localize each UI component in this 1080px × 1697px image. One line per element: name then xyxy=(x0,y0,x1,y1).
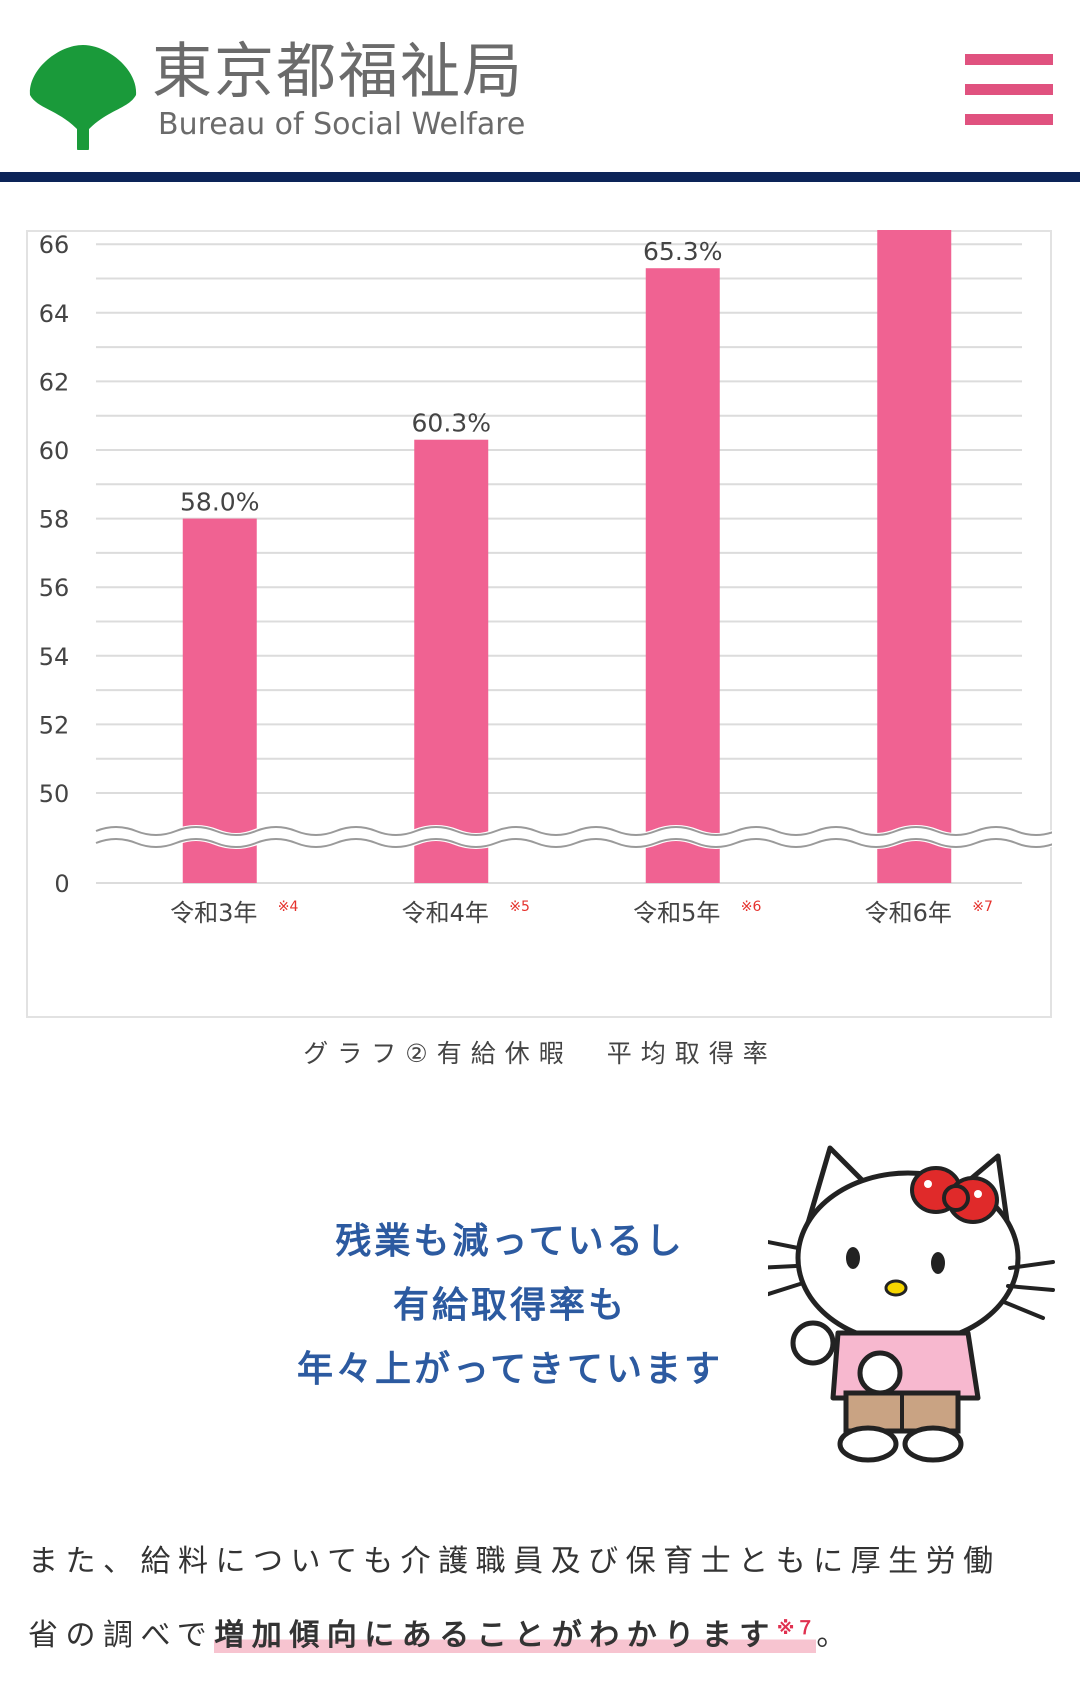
bar xyxy=(182,518,257,883)
x-tick-note: ※5 xyxy=(509,899,530,915)
axis-break-band xyxy=(93,825,1052,849)
logo-title-en[interactable]: Bureau of Social Welfare xyxy=(158,107,526,142)
y-tick-label: 52 xyxy=(39,711,70,739)
body-text-suffix: 。 xyxy=(816,1618,854,1653)
body-text-line: また、給料についても介護職員及び保育士ともに厚生労働 xyxy=(28,1544,1001,1579)
logo-title-jp[interactable]: 東京都福祉局 xyxy=(152,37,524,107)
x-tick-label: 令和6年 xyxy=(865,899,952,927)
site-header: 東京都福祉局 Bureau of Social Welfare xyxy=(0,0,1080,172)
y-tick-label: 50 xyxy=(39,780,70,808)
data-label: 58.0% xyxy=(180,488,259,517)
axis-break-line xyxy=(95,826,1052,836)
y-tick-label: 58 xyxy=(39,506,70,534)
hamburger-menu-icon[interactable] xyxy=(965,50,1053,130)
y-tick-label: 54 xyxy=(39,643,70,671)
bar xyxy=(877,230,952,883)
y-tick-label: 66 xyxy=(39,231,70,259)
body-text-prefix: 省の調べで xyxy=(28,1618,215,1653)
x-tick-note: ※4 xyxy=(278,899,299,915)
speech-text: 残業も減っているし 有給取得率も 年々上がってきています xyxy=(230,1210,790,1402)
y-tick-label: 0 xyxy=(54,870,69,898)
ginkgo-leaf-icon[interactable] xyxy=(28,40,138,150)
bar xyxy=(645,268,720,884)
speech-line: 残業も減っているし xyxy=(335,1221,685,1262)
header-divider xyxy=(0,172,1080,182)
data-label: 65.3% xyxy=(643,237,722,266)
highlighted-text: 増加傾向にあることがわかります※７ xyxy=(214,1618,817,1653)
x-tick-note: ※6 xyxy=(741,899,762,915)
bow-icon xyxy=(910,1166,999,1224)
x-tick-label: 令和5年 xyxy=(633,899,720,927)
axis-break-line xyxy=(95,838,1052,848)
speech-line: 年々上がってきています xyxy=(296,1349,724,1390)
bar xyxy=(414,439,489,883)
highlight-phrase: 増加傾向にあることがわかります xyxy=(214,1618,777,1653)
footnote-mark: ※７ xyxy=(776,1618,817,1639)
x-tick-note: ※7 xyxy=(972,899,993,915)
bar-chart: 50 52 54 56 58 60 62 64 66 0 58.0% 令和3年 ※4 60.3% 令和4年 ※… xyxy=(39,230,1052,927)
speech-line: 有給取得率も xyxy=(392,1285,627,1326)
y-tick-label: 62 xyxy=(39,368,70,396)
hello-kitty-illustration xyxy=(768,1145,1055,1463)
x-tick-label: 令和4年 xyxy=(402,899,489,927)
body-text-line: 省の調べで増加傾向にあることがわかります※７。 xyxy=(28,1610,854,1654)
y-tick-label: 64 xyxy=(39,300,70,328)
chart-caption: グラフ②有給休暇 平均取得率 xyxy=(303,1039,777,1068)
y-tick-label: 60 xyxy=(39,437,70,465)
x-tick-label: 令和3年 xyxy=(170,899,257,927)
data-label: 60.3% xyxy=(412,409,491,438)
y-tick-label: 56 xyxy=(39,574,70,602)
